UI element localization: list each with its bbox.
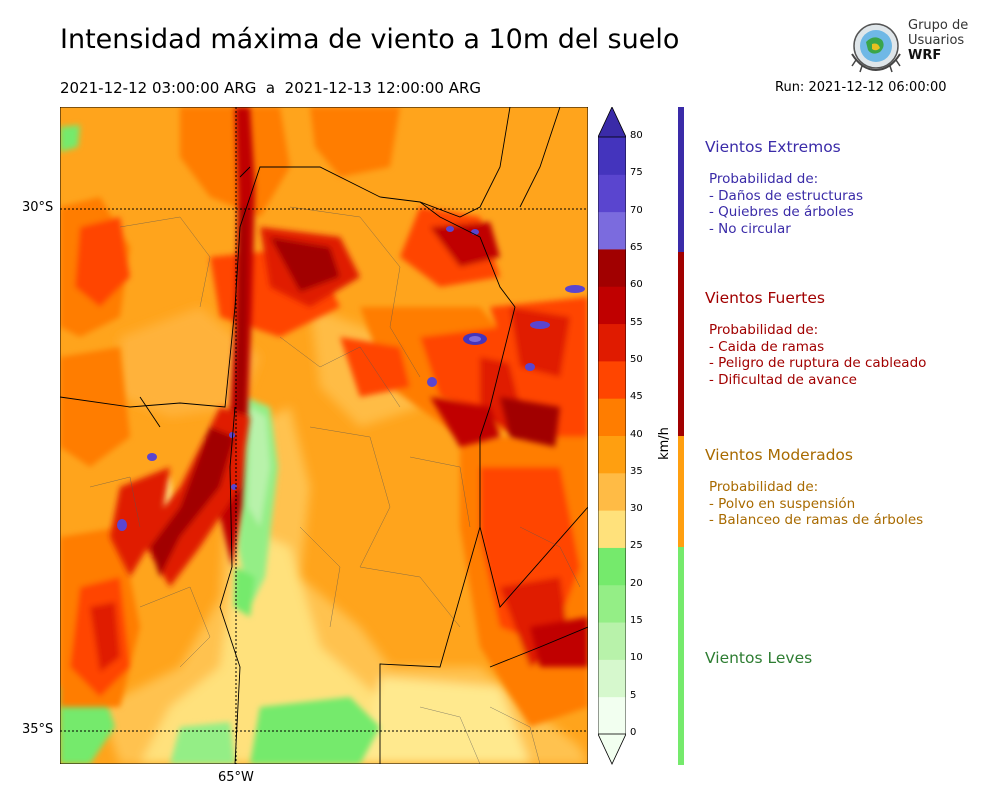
colorbar-tick-label: 45	[630, 391, 643, 403]
colorbar-segment	[598, 547, 626, 586]
colorbar-tick-label: 70	[630, 204, 643, 216]
colorbar-segment	[598, 584, 626, 623]
category-strong-heading: Probabilidad de:	[709, 322, 819, 338]
category-moderate-heading: Probabilidad de:	[709, 479, 819, 495]
category-extreme-title: Vientos Extremos	[705, 138, 841, 156]
colorbar-tick-label: 40	[630, 428, 643, 440]
colorbar-tick-label: 5	[630, 689, 637, 701]
lat-label-35s: 35°S	[22, 722, 54, 737]
colorbar-segment	[598, 286, 626, 325]
colorbar-tick-label: 65	[630, 241, 643, 253]
colorbar-tick-label: 75	[630, 167, 643, 179]
colorbar-segment	[598, 622, 626, 660]
andes-ridge-winds	[110, 107, 588, 667]
colorbar-segment	[598, 472, 626, 511]
lon-label-65w: 65°W	[218, 770, 254, 785]
category-strong-item: - Dificultad de avance	[709, 371, 857, 388]
category-strong-item: - Peligro de ruptura de cableado	[709, 355, 927, 371]
category-moderate-item: - Balanceo de ramas de árboles	[709, 512, 924, 528]
colorbar-tick-label: 55	[630, 316, 643, 328]
colorbar-tick-label: 0	[630, 727, 637, 738]
colorbar-segment	[598, 248, 626, 287]
colorbar-tick-label: 60	[630, 279, 643, 291]
extreme-wind-spots	[117, 226, 585, 531]
colorbar-segment	[598, 659, 626, 698]
category-extreme-item: - Quiebres de árboles	[709, 204, 854, 220]
colorbar-segment	[598, 137, 626, 175]
category-extreme-item: - No circular	[709, 220, 791, 237]
category-moderate-title: Vientos Moderados	[705, 446, 853, 464]
colorbar-tick-label: 10	[630, 652, 643, 664]
globe-logo-icon	[851, 23, 901, 73]
graticule	[60, 107, 588, 764]
category-strong: Vientos Fuertes Probabilidad de: - Caida…	[705, 289, 926, 388]
lat-label-30s: 30°S	[22, 200, 54, 215]
colorbar-tick-label: 20	[630, 577, 643, 589]
category-light-title: Vientos Leves	[705, 649, 813, 667]
colorbar-segment	[598, 398, 626, 436]
category-strong-item: - Caida de ramas	[709, 338, 825, 355]
colorbar-segment	[598, 435, 626, 474]
colorbar-tick-label: 50	[630, 353, 643, 365]
colorbar-segment	[598, 174, 626, 213]
map-title: Intensidad máxima de viento a 10m del su…	[60, 24, 680, 55]
category-moderate: Vientos Moderados Probabilidad de: - Pol…	[705, 446, 923, 529]
category-color-bar	[678, 107, 684, 765]
colorbar	[598, 107, 626, 765]
province-borders	[60, 107, 588, 764]
colorbar-segment	[598, 323, 626, 362]
category-extreme: Vientos Extremos Probabilidad de: - Daño…	[705, 138, 863, 237]
colorbar-unit: km/h	[656, 427, 672, 460]
colorbar-tick-label: 35	[630, 465, 643, 477]
colorbar-tick-label: 80	[630, 130, 643, 141]
logo-line-1: Grupo de	[908, 18, 969, 33]
logo-line-3: WRF	[908, 48, 942, 63]
logo-line-2: Usuarios	[908, 33, 965, 48]
valid-period: 2021-12-12 03:00:00 ARG a 2021-12-13 12:…	[60, 79, 482, 97]
colorbar-segment	[598, 510, 626, 548]
department-borders	[89, 206, 581, 764]
category-moderate-item: - Polvo en suspensión	[709, 495, 856, 512]
category-extreme-heading: Probabilidad de:	[709, 171, 819, 187]
light-wind-zones	[60, 125, 380, 764]
colorbar-tick-label: 15	[630, 615, 643, 627]
run-time: Run: 2021-12-12 06:00:00	[775, 80, 947, 95]
wind-map	[60, 107, 588, 764]
category-light: Vientos Leves	[705, 649, 812, 667]
colorbar-tick-label: 30	[630, 503, 643, 515]
colorbar-segment	[598, 360, 626, 399]
category-strong-title: Vientos Fuertes	[705, 289, 825, 307]
category-extreme-item: - Daños de estructuras	[709, 187, 864, 204]
colorbar-segment	[598, 211, 626, 250]
grupo-wrf-logo: Grupo de Usuarios WRF	[848, 16, 973, 76]
colorbar-segment	[598, 696, 626, 735]
colorbar-tick-label: 25	[630, 540, 643, 552]
